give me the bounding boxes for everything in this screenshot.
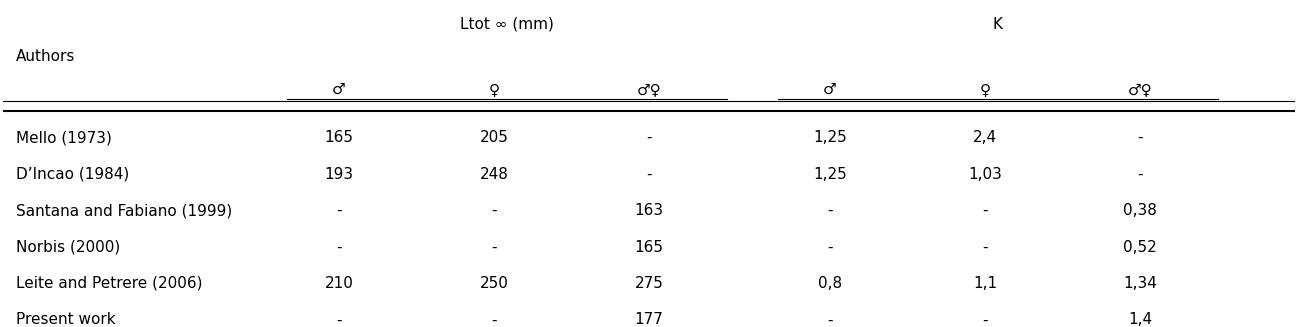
Text: -: - xyxy=(646,130,652,145)
Text: -: - xyxy=(1137,167,1142,182)
Text: 275: 275 xyxy=(635,276,663,291)
Text: -: - xyxy=(491,239,497,254)
Text: 1,25: 1,25 xyxy=(813,167,846,182)
Text: 250: 250 xyxy=(479,276,509,291)
Text: Norbis (2000): Norbis (2000) xyxy=(16,239,119,254)
Text: -: - xyxy=(983,312,988,327)
Text: Santana and Fabiano (1999): Santana and Fabiano (1999) xyxy=(16,203,232,218)
Text: 1,25: 1,25 xyxy=(813,130,846,145)
Text: ♂♀: ♂♀ xyxy=(1128,82,1153,97)
Text: -: - xyxy=(827,239,833,254)
Text: ♂: ♂ xyxy=(823,82,837,97)
Text: 1,1: 1,1 xyxy=(974,276,997,291)
Text: 1,4: 1,4 xyxy=(1128,312,1153,327)
Text: Mello (1973): Mello (1973) xyxy=(16,130,112,145)
Text: -: - xyxy=(1137,130,1142,145)
Text: -: - xyxy=(336,239,341,254)
Text: Present work: Present work xyxy=(16,312,116,327)
Text: 2,4: 2,4 xyxy=(974,130,997,145)
Text: -: - xyxy=(491,203,497,218)
Text: 210: 210 xyxy=(324,276,353,291)
Text: 248: 248 xyxy=(479,167,509,182)
Text: ♀: ♀ xyxy=(488,82,500,97)
Text: 1,34: 1,34 xyxy=(1123,276,1157,291)
Text: 165: 165 xyxy=(324,130,353,145)
Text: Ltot ∞ (mm): Ltot ∞ (mm) xyxy=(459,17,554,32)
Text: 177: 177 xyxy=(635,312,663,327)
Text: 0,52: 0,52 xyxy=(1123,239,1157,254)
Text: 205: 205 xyxy=(479,130,509,145)
Text: -: - xyxy=(983,203,988,218)
Text: -: - xyxy=(336,312,341,327)
Text: -: - xyxy=(336,203,341,218)
Text: ♂♀: ♂♀ xyxy=(636,82,662,97)
Text: DʼIncao (1984): DʼIncao (1984) xyxy=(16,167,129,182)
Text: -: - xyxy=(983,239,988,254)
Text: -: - xyxy=(491,312,497,327)
Text: -: - xyxy=(827,203,833,218)
Text: K: K xyxy=(993,17,1003,32)
Text: ♀: ♀ xyxy=(980,82,990,97)
Text: ♂: ♂ xyxy=(332,82,345,97)
Text: 1,03: 1,03 xyxy=(968,167,1002,182)
Text: -: - xyxy=(646,167,652,182)
Text: 193: 193 xyxy=(324,167,353,182)
Text: 165: 165 xyxy=(635,239,663,254)
Text: 0,8: 0,8 xyxy=(818,276,842,291)
Text: -: - xyxy=(827,312,833,327)
Text: 0,38: 0,38 xyxy=(1123,203,1157,218)
Text: Leite and Petrere (2006): Leite and Petrere (2006) xyxy=(16,276,202,291)
Text: 163: 163 xyxy=(635,203,663,218)
Text: Authors: Authors xyxy=(16,49,75,64)
